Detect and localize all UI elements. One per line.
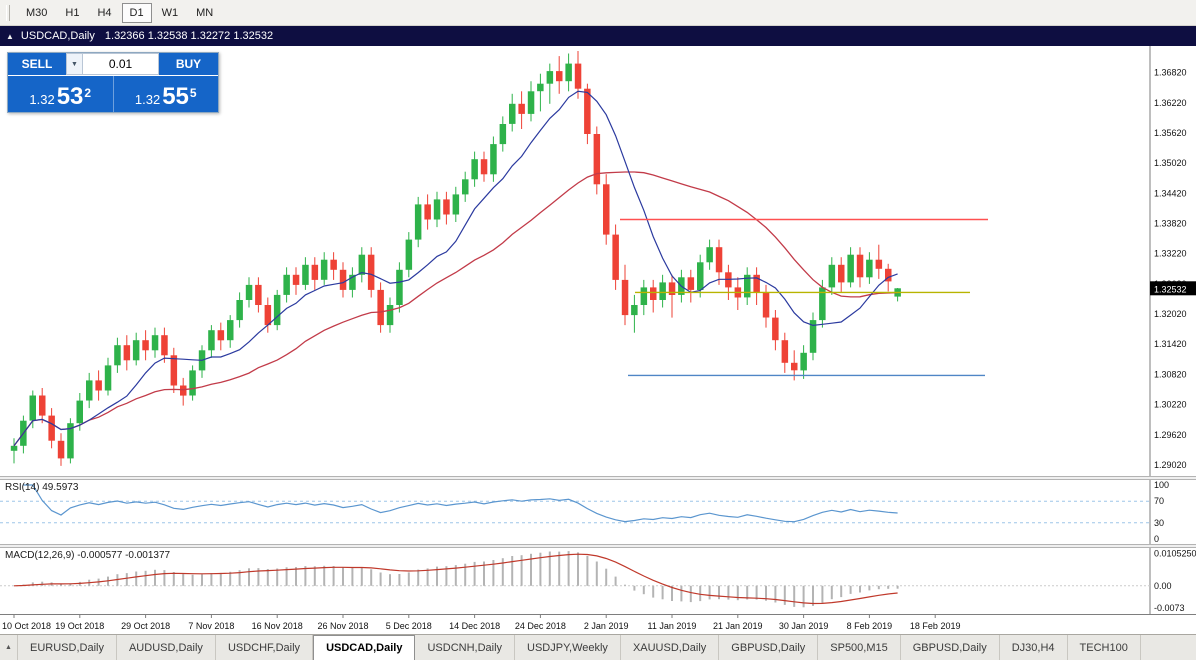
- timeframe-button-d1[interactable]: D1: [121, 2, 152, 23]
- svg-text:1.36220: 1.36220: [1154, 98, 1187, 108]
- chart-tab-xauusd[interactable]: XAUUSD,Daily: [621, 635, 720, 660]
- svg-text:1.29020: 1.29020: [1154, 460, 1187, 470]
- svg-text:1.35020: 1.35020: [1154, 158, 1187, 168]
- timeframe-toolbar: M30 H1 H4 D1 W1 MN: [0, 0, 1196, 26]
- price-chart[interactable]: 1.36820 1.36220 1.35620 1.35020 1.34420 1.338…: [0, 46, 1196, 476]
- timeframe-button-m30[interactable]: M30: [18, 3, 55, 23]
- svg-text:1.29620: 1.29620: [1154, 430, 1187, 440]
- svg-text:24 Dec 2018: 24 Dec 2018: [515, 621, 566, 631]
- svg-text:1.30220: 1.30220: [1154, 400, 1187, 410]
- chart-tab-usdchf[interactable]: USDCHF,Daily: [216, 635, 314, 660]
- svg-text:2 Jan 2019: 2 Jan 2019: [584, 621, 629, 631]
- price-axis[interactable]: [1150, 46, 1196, 476]
- one-click-trading-panel: SELL ▼ BUY 1.32 53 2 1.32 55 5: [7, 52, 219, 113]
- svg-text:1.33220: 1.33220: [1154, 249, 1187, 259]
- chart-tab-bar: ▲ EURUSD,Daily AUDUSD,Daily USDCHF,Daily US…: [0, 634, 1196, 660]
- bid-point: 2: [84, 86, 92, 100]
- chart-tab-usdcnh[interactable]: USDCNH,Daily: [415, 635, 516, 660]
- chart-tab-gbpusd[interactable]: GBPUSD,Daily: [719, 635, 819, 660]
- svg-text:1.36820: 1.36820: [1154, 68, 1187, 78]
- panel-splitter[interactable]: [0, 544, 1196, 548]
- svg-text:1.31420: 1.31420: [1154, 339, 1187, 349]
- ask-price: 1.32 55 5: [112, 76, 219, 112]
- tab-menu-button[interactable]: ▲: [0, 635, 18, 660]
- svg-text:30 Jan 2019: 30 Jan 2019: [779, 621, 829, 631]
- bid-prefix: 1.32: [29, 92, 55, 107]
- svg-text:100: 100: [1154, 480, 1169, 490]
- svg-text:1.30820: 1.30820: [1154, 369, 1187, 379]
- chevron-down-icon: ▼: [71, 60, 78, 68]
- svg-text:0: 0: [1154, 534, 1159, 544]
- ask-pips: 55: [162, 83, 189, 110]
- volume-input[interactable]: [83, 53, 159, 75]
- volume-dropdown[interactable]: ▼: [66, 53, 83, 75]
- rsi-label: RSI(14) 49.5973: [5, 482, 79, 493]
- buy-button[interactable]: BUY: [159, 53, 218, 75]
- svg-text:8 Feb 2019: 8 Feb 2019: [847, 621, 893, 631]
- bid-pips: 53: [56, 83, 84, 110]
- svg-text:18 Feb 2019: 18 Feb 2019: [910, 621, 961, 631]
- svg-text:11 Jan 2019: 11 Jan 2019: [648, 621, 697, 631]
- chart-tab-dj30[interactable]: DJ30,H4: [1000, 635, 1068, 660]
- svg-text:19 Oct 2018: 19 Oct 2018: [55, 621, 104, 631]
- svg-text:1.32020: 1.32020: [1154, 309, 1187, 319]
- svg-text:14 Dec 2018: 14 Dec 2018: [449, 621, 500, 631]
- timeframe-button-h1[interactable]: H1: [57, 3, 87, 23]
- macd-label: MACD(12,26,9) -0.000577 -0.001377: [5, 550, 171, 561]
- chart-tab-sp500[interactable]: SP500,M15: [818, 635, 901, 660]
- chart-tab-tech100[interactable]: TECH100: [1068, 635, 1141, 660]
- chart-title-bar: ▲ USDCAD,Daily 1.32366 1.32538 1.32272 1…: [0, 26, 1196, 46]
- timeframe-button-w1[interactable]: W1: [154, 3, 187, 23]
- sell-button[interactable]: SELL: [8, 53, 66, 75]
- timeframe-button-mn[interactable]: MN: [188, 3, 221, 23]
- chart-tab-gbpusd[interactable]: GBPUSD,Daily: [901, 635, 1000, 660]
- chart-tab-eurusd[interactable]: EURUSD,Daily: [18, 635, 117, 660]
- chart-tab-audusd[interactable]: AUDUSD,Daily: [117, 635, 216, 660]
- timeframe-buttons: M30 H1 H4 D1 W1 MN: [17, 2, 222, 23]
- svg-text:1.35620: 1.35620: [1154, 128, 1187, 138]
- bid-price: 1.32 53 2: [8, 76, 113, 112]
- svg-text:1.33820: 1.33820: [1154, 219, 1187, 229]
- svg-text:1.34420: 1.34420: [1154, 188, 1187, 198]
- svg-text:10 Oct 2018: 10 Oct 2018: [2, 621, 51, 631]
- chart-tab-usdcad[interactable]: USDCAD,Daily: [313, 635, 416, 660]
- svg-text:-0.0073: -0.0073: [1154, 603, 1185, 613]
- chart-tabs: EURUSD,Daily AUDUSD,Daily USDCHF,Daily USDC…: [18, 635, 1141, 660]
- rsi-indicator-chart[interactable]: 100 70 30 0: [0, 480, 1196, 544]
- svg-text:30: 30: [1154, 518, 1164, 528]
- svg-text:21 Jan 2019: 21 Jan 2019: [713, 621, 763, 631]
- svg-text:26 Nov 2018: 26 Nov 2018: [317, 621, 368, 631]
- svg-text:0.00: 0.00: [1154, 581, 1172, 591]
- timeframe-button-h4[interactable]: H4: [89, 3, 119, 23]
- svg-text:29 Oct 2018: 29 Oct 2018: [121, 621, 170, 631]
- chart-title-ohlc: 1.32366 1.32538 1.32272 1.32532: [104, 30, 274, 42]
- svg-text:70: 70: [1154, 496, 1164, 506]
- tab-menu-icon: ▲: [5, 644, 12, 651]
- ask-prefix: 1.32: [134, 92, 161, 107]
- ask-point: 5: [189, 86, 197, 100]
- chart-window-icon: ▲: [6, 31, 14, 41]
- svg-text:5 Dec 2018: 5 Dec 2018: [386, 621, 432, 631]
- svg-text:1.32532: 1.32532: [1154, 284, 1187, 294]
- macd-indicator-chart[interactable]: 0.0105250 0.00 -0.0073: [0, 548, 1196, 614]
- svg-text:0.0105250: 0.0105250: [1154, 548, 1196, 558]
- chart-title-symbol: USDCAD,Daily: [20, 30, 95, 42]
- svg-text:7 Nov 2018: 7 Nov 2018: [188, 621, 234, 631]
- chart-tab-usdjpy[interactable]: USDJPY,Weekly: [515, 635, 621, 660]
- toolbar-grip[interactable]: [6, 4, 10, 21]
- panel-splitter[interactable]: [0, 476, 1196, 480]
- time-axis[interactable]: 10 Oct 2018 19 Oct 2018 29 Oct 2018 7 Nov 2…: [0, 614, 1196, 634]
- svg-text:16 Nov 2018: 16 Nov 2018: [252, 621, 303, 631]
